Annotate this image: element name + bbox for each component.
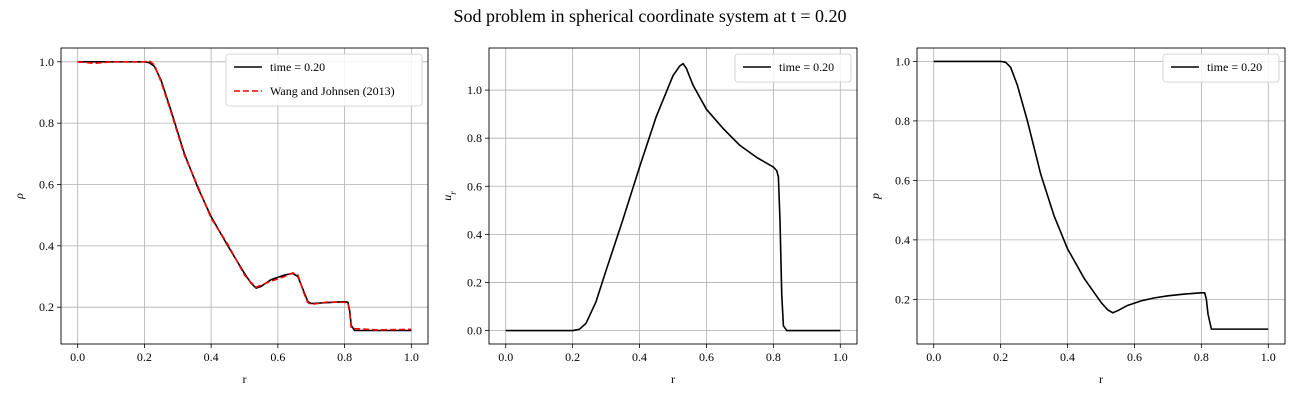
y-tick-label: 0.8	[467, 131, 482, 145]
y-tick-label: 0.6	[895, 173, 910, 187]
figure-title: Sod problem in spherical coordinate syst…	[453, 6, 846, 26]
y-tick-label: 0.8	[895, 114, 910, 128]
legend: time = 0.20 Wang and Johnsen (2013)	[225, 53, 423, 107]
x-tick-label: 0.0	[498, 350, 513, 364]
y-tick-label: 0.6	[39, 177, 54, 191]
x-tick-label: 0.2	[565, 350, 580, 364]
subplot-2: 0.0 0.2 0.4 0.6 0.8 1.00.00.20.40.60.81.0rurt…	[440, 47, 858, 386]
axes-frame	[916, 47, 1286, 345]
legend-entry: time = 0.20	[779, 60, 834, 74]
y-tick-label: 0.4	[895, 233, 910, 247]
x-tick-label: 0.4	[204, 350, 219, 364]
x-tick-label: 0.0	[70, 350, 85, 364]
grid	[489, 48, 857, 344]
legend-box	[734, 53, 852, 83]
axes-frame	[60, 47, 429, 345]
x-tick-label: 0.6	[699, 350, 714, 364]
y-tick-label: 1.0	[39, 55, 54, 69]
y-tick-label: 0.2	[39, 300, 54, 314]
x-tick-label: 0.8	[766, 350, 781, 364]
x-axis-label: r	[243, 372, 247, 386]
legend-entry: Wang and Johnsen (2013)	[270, 84, 395, 98]
x-tick-label: 1.0	[404, 350, 419, 364]
x-tick-label: 0.8	[1194, 350, 1209, 364]
y-tick-label: 0.6	[467, 179, 482, 193]
x-tick-label: 1.0	[833, 350, 848, 364]
x-tick-label: 0.2	[993, 350, 1008, 364]
y-axis-label: ur	[440, 191, 458, 201]
x-tick-label: 0.8	[337, 350, 352, 364]
x-tick-label: 0.4	[1060, 350, 1075, 364]
y-tick-label: 0.4	[39, 239, 54, 253]
subplots: 0.0 0.2 0.4 0.6 0.8 1.0 0.2 0.4 0.6 0.8 1.0 r ρ time …	[12, 47, 1286, 386]
y-tick-label: 1.0	[895, 54, 910, 68]
y-tick-label: 0.2	[895, 292, 910, 306]
y-tick-label: 0.8	[39, 116, 54, 130]
x-tick-label: 0.2	[137, 350, 152, 364]
y-axis-label-subscript: r	[448, 191, 458, 195]
legend-entry: time = 0.20	[270, 60, 325, 74]
y-axis-label: ρ	[12, 193, 26, 200]
x-tick-label: 0.6	[270, 350, 285, 364]
legend-box	[1162, 53, 1280, 83]
x-tick-label: 0.4	[632, 350, 647, 364]
y-tick-label: 0.2	[467, 275, 482, 289]
subplot-1: 0.0 0.2 0.4 0.6 0.8 1.0 0.2 0.4 0.6 0.8 1.0 r ρ time …	[12, 47, 429, 386]
x-tick-label: 0.0	[926, 350, 941, 364]
series-line-1	[505, 62, 841, 332]
legend-box	[225, 53, 423, 107]
x-tick-label: 1.0	[1261, 350, 1276, 364]
series-line-1	[933, 60, 1269, 330]
y-axis-label: p	[868, 193, 882, 200]
x-axis-label: r	[671, 372, 675, 386]
x-axis-label: r	[1099, 372, 1103, 386]
subplot-3: 0.0 0.2 0.4 0.6 0.8 1.0 0.2 0.4 0.6 0.8 1.0 r p time …	[868, 47, 1286, 386]
grid	[917, 48, 1285, 344]
axes-frame	[488, 47, 858, 345]
y-tick-label: 0.0	[467, 324, 482, 338]
legend: time = 0.20	[734, 53, 852, 83]
x-tick-label: 0.6	[1127, 350, 1142, 364]
legend: time = 0.20	[1162, 53, 1280, 83]
y-tick-label: 1.0	[467, 83, 482, 97]
legend-entry: time = 0.20	[1207, 60, 1262, 74]
y-tick-label: 0.4	[467, 227, 482, 241]
